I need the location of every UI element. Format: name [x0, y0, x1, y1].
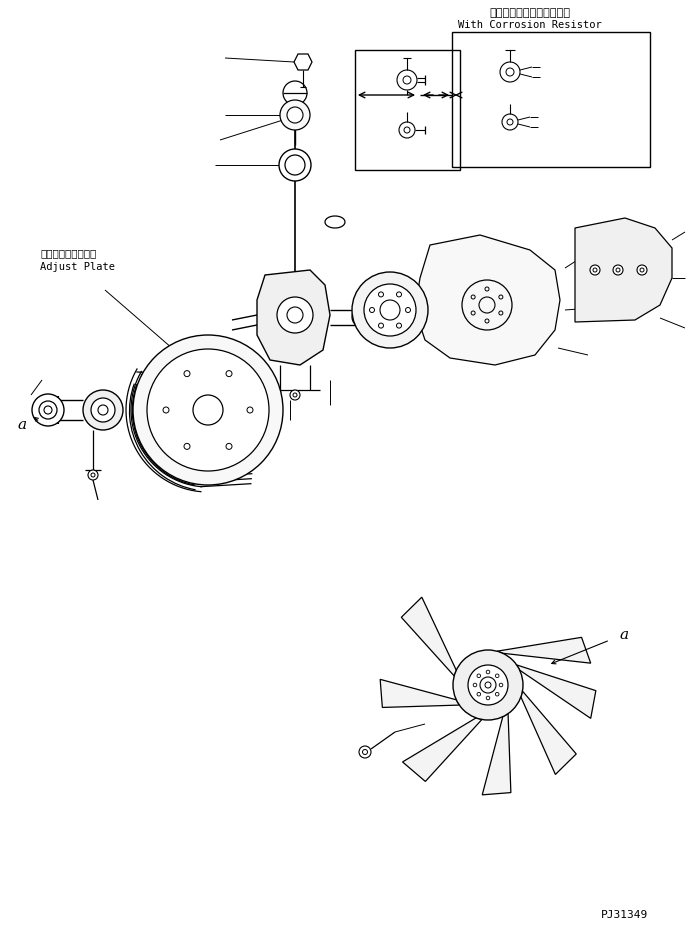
Circle shape [486, 671, 490, 673]
Circle shape [193, 395, 223, 425]
Circle shape [477, 674, 481, 677]
Circle shape [352, 272, 428, 348]
Circle shape [480, 677, 496, 693]
Circle shape [364, 284, 416, 336]
Polygon shape [497, 637, 591, 663]
Polygon shape [257, 270, 330, 365]
Circle shape [499, 683, 503, 686]
Text: a: a [17, 418, 26, 432]
Circle shape [473, 683, 477, 686]
Text: Adjust Plate: Adjust Plate [40, 262, 115, 272]
Circle shape [486, 696, 490, 700]
Circle shape [359, 746, 371, 758]
Circle shape [290, 390, 300, 400]
Polygon shape [482, 714, 511, 795]
Circle shape [83, 390, 123, 430]
Polygon shape [415, 235, 560, 365]
Circle shape [280, 100, 310, 130]
Circle shape [590, 265, 600, 275]
Circle shape [495, 692, 499, 696]
Circle shape [637, 265, 647, 275]
Bar [355, 50, 460, 170]
Circle shape [613, 265, 623, 275]
Circle shape [169, 379, 181, 391]
Circle shape [477, 692, 481, 696]
Text: コロージョンレジスタ付き: コロージョンレジスタ付き [489, 8, 571, 18]
Circle shape [133, 335, 283, 485]
Circle shape [279, 149, 311, 181]
Text: アジャストプレート: アジャストプレート [40, 248, 96, 258]
Polygon shape [403, 718, 482, 782]
Polygon shape [575, 218, 672, 322]
Circle shape [352, 307, 372, 327]
Circle shape [495, 674, 499, 677]
Circle shape [147, 349, 269, 471]
Text: PJ31349: PJ31349 [601, 910, 649, 920]
Text: a: a [619, 628, 629, 642]
Circle shape [88, 470, 98, 480]
Circle shape [287, 107, 303, 123]
Circle shape [453, 650, 523, 720]
Bar [452, 32, 650, 167]
Circle shape [32, 394, 64, 426]
Circle shape [277, 297, 313, 333]
Circle shape [91, 398, 115, 422]
Polygon shape [380, 679, 460, 707]
Polygon shape [517, 665, 596, 718]
Polygon shape [521, 691, 576, 774]
Circle shape [468, 665, 508, 705]
Polygon shape [401, 597, 456, 676]
Text: With Corrosion Resistor: With Corrosion Resistor [458, 20, 602, 30]
